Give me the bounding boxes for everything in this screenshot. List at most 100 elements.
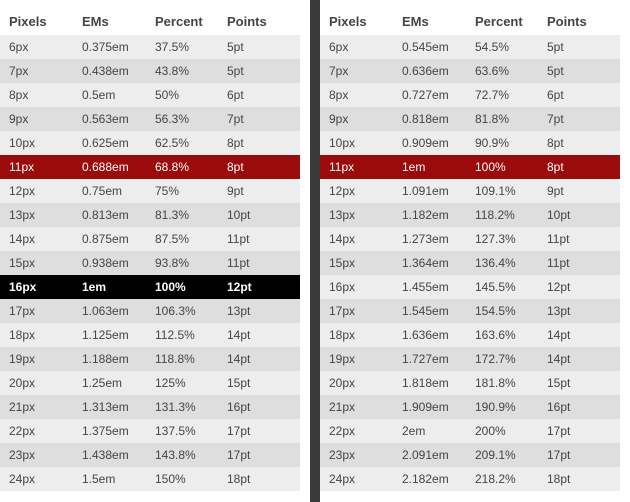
- table-row: 15px 1.364em 136.4% 11pt: [320, 251, 620, 275]
- percent-cell: 163.6%: [466, 323, 538, 347]
- points-cell: 8pt: [538, 155, 620, 179]
- pixels-cell: 15px: [320, 251, 393, 275]
- pixels-cell: 12px: [0, 179, 73, 203]
- ems-cell: 1.818em: [393, 371, 466, 395]
- ems-cell: 2em: [393, 419, 466, 443]
- percent-cell: 181.8%: [466, 371, 538, 395]
- ems-cell: 0.813em: [73, 203, 146, 227]
- pixels-column-header: Pixels: [9, 14, 47, 29]
- points-cell: 13pt: [538, 299, 620, 323]
- pixels-cell: 14px: [320, 227, 393, 251]
- ems-cell: 1.063em: [73, 299, 146, 323]
- pixels-cell: 8px: [320, 83, 393, 107]
- table-row: 20px 1.818em 181.8% 15pt: [320, 371, 620, 395]
- points-cell: 13pt: [218, 299, 300, 323]
- percent-cell: 43.8%: [146, 59, 218, 83]
- percent-cell: 190.9%: [466, 395, 538, 419]
- pixels-cell: 15px: [0, 251, 73, 275]
- pixels-cell: 22px: [0, 419, 73, 443]
- percent-cell: 109.1%: [466, 179, 538, 203]
- pixels-cell: 9px: [0, 107, 73, 131]
- ems-cell: 0.636em: [393, 59, 466, 83]
- percent-cell: 209.1%: [466, 443, 538, 467]
- points-cell: 18pt: [538, 467, 620, 491]
- points-cell: 6pt: [218, 83, 300, 107]
- pixels-cell: 17px: [0, 299, 73, 323]
- ems-cell: 0.818em: [393, 107, 466, 131]
- ems-cell: 1em: [73, 275, 146, 299]
- table-row: 23px 2.091em 209.1% 17pt: [320, 443, 620, 467]
- table-row: 21px 1.909em 190.9% 16pt: [320, 395, 620, 419]
- pixels-cell: 19px: [320, 347, 393, 371]
- percent-cell: 127.3%: [466, 227, 538, 251]
- percent-cell: 50%: [146, 83, 218, 107]
- table-row-highlighted: 11px 1em 100% 8pt: [320, 155, 620, 179]
- table-row: 7px 0.636em 63.6% 5pt: [320, 59, 620, 83]
- percent-cell: 37.5%: [146, 35, 218, 59]
- points-cell: 12pt: [218, 275, 300, 299]
- points-cell: 14pt: [218, 323, 300, 347]
- table-row-highlighted: 11px 0.688em 68.8% 8pt: [0, 155, 300, 179]
- table-row: 6px 0.545em 54.5% 5pt: [320, 35, 620, 59]
- table-row: 16px 1.455em 145.5% 12pt: [320, 275, 620, 299]
- pixels-cell: 10px: [320, 131, 393, 155]
- pixels-cell: 13px: [0, 203, 73, 227]
- ems-cell: 1.375em: [73, 419, 146, 443]
- pixels-cell: 7px: [320, 59, 393, 83]
- table-row: 22px 1.375em 137.5% 17pt: [0, 419, 300, 443]
- points-column-header: Points: [547, 14, 587, 29]
- pixels-cell: 7px: [0, 59, 73, 83]
- right-table-body: 6px 0.545em 54.5% 5pt 7px 0.636em 63.6% 5pt 8px 0…: [320, 35, 620, 491]
- left-conversion-panel: Pixels EMs Percent Points 6px 0.375em 37.5…: [0, 9, 300, 491]
- pixels-cell: 12px: [320, 179, 393, 203]
- pixels-cell: 8px: [0, 83, 73, 107]
- percent-cell: 100%: [466, 155, 538, 179]
- table-row: 8px 0.5em 50% 6pt: [0, 83, 300, 107]
- ems-cell: 0.909em: [393, 131, 466, 155]
- percent-cell: 154.5%: [466, 299, 538, 323]
- left-table-body: 6px 0.375em 37.5% 5pt 7px 0.438em 43.8% 5pt 8px 0…: [0, 35, 300, 491]
- ems-cell: 1.545em: [393, 299, 466, 323]
- table-row: 9px 0.563em 56.3% 7pt: [0, 107, 300, 131]
- percent-cell: 200%: [466, 419, 538, 443]
- ems-cell: 0.727em: [393, 83, 466, 107]
- table-row: 9px 0.818em 81.8% 7pt: [320, 107, 620, 131]
- pixels-cell: 13px: [320, 203, 393, 227]
- pixels-cell: 10px: [0, 131, 73, 155]
- ems-cell: 1.727em: [393, 347, 466, 371]
- points-cell: 10pt: [538, 203, 620, 227]
- percent-cell: 125%: [146, 371, 218, 395]
- right-conversion-table: Pixels EMs Percent Points 6px 0.545em 54.5…: [320, 9, 620, 491]
- ems-cell: 1.313em: [73, 395, 146, 419]
- percent-cell: 90.9%: [466, 131, 538, 155]
- pixels-cell: 24px: [0, 467, 73, 491]
- ems-cell: 0.688em: [73, 155, 146, 179]
- points-cell: 7pt: [538, 107, 620, 131]
- ems-cell: 2.182em: [393, 467, 466, 491]
- points-cell: 11pt: [538, 251, 620, 275]
- points-cell: 9pt: [538, 179, 620, 203]
- percent-cell: 118.8%: [146, 347, 218, 371]
- table-row: 18px 1.125em 112.5% 14pt: [0, 323, 300, 347]
- table-row: 20px 1.25em 125% 15pt: [0, 371, 300, 395]
- pixels-column-header: Pixels: [329, 14, 367, 29]
- pixels-cell: 16px: [320, 275, 393, 299]
- percent-cell: 81.3%: [146, 203, 218, 227]
- ems-cell: 2.091em: [393, 443, 466, 467]
- percent-cell: 75%: [146, 179, 218, 203]
- ems-cell: 1.455em: [393, 275, 466, 299]
- points-cell: 8pt: [538, 131, 620, 155]
- pixels-cell: 21px: [0, 395, 73, 419]
- points-cell: 14pt: [538, 347, 620, 371]
- points-cell: 10pt: [218, 203, 300, 227]
- points-cell: 17pt: [218, 443, 300, 467]
- table-row: 14px 1.273em 127.3% 11pt: [320, 227, 620, 251]
- pixels-cell: 18px: [0, 323, 73, 347]
- table-row: 18px 1.636em 163.6% 14pt: [320, 323, 620, 347]
- ems-cell: 1.273em: [393, 227, 466, 251]
- ems-cell: 0.625em: [73, 131, 146, 155]
- percent-cell: 63.6%: [466, 59, 538, 83]
- ems-cell: 1.909em: [393, 395, 466, 419]
- percent-cell: 143.8%: [146, 443, 218, 467]
- ems-cell: 0.5em: [73, 83, 146, 107]
